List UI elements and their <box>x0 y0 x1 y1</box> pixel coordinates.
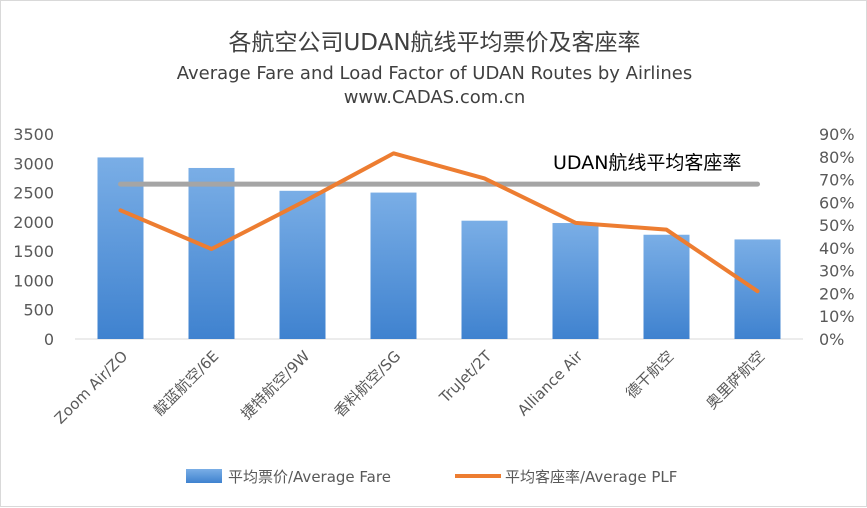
y-right-tick-label: 80% <box>819 148 855 167</box>
bar-average-fare <box>643 234 690 339</box>
bar-average-fare <box>188 167 235 339</box>
y-left-tick-label: 0 <box>44 330 54 349</box>
x-category-label: Alliance Air <box>514 347 587 420</box>
bar-average-fare <box>97 157 144 339</box>
y-right-tick-label: 60% <box>819 193 855 212</box>
chart-source-url: www.CADAS.com.cn <box>343 87 526 108</box>
x-category-label: 靛蓝航空/6E <box>150 347 222 419</box>
bar-average-fare <box>461 220 508 339</box>
y-right-tick-label: 50% <box>819 216 855 235</box>
y-left-tick-label: 3000 <box>13 154 54 173</box>
y-left-tick-label: 2000 <box>13 213 54 232</box>
bar-average-fare <box>552 223 599 339</box>
y-right-tick-label: 0% <box>819 330 844 349</box>
y-left-tick-label: 2500 <box>13 184 54 203</box>
y-left-tick-label: 500 <box>23 301 54 320</box>
y-left-tick-label: 1500 <box>13 242 54 261</box>
y-right-tick-label: 10% <box>819 307 855 326</box>
legend: 平均票价/Average Fare 平均客座率/Average PLF <box>186 464 677 488</box>
x-category-label: 香料航空/SG <box>331 347 405 421</box>
chart-title-zh: 各航空公司UDAN航线平均票价及客座率 <box>228 30 641 56</box>
y-right-tick-label: 70% <box>819 171 855 190</box>
y-right-tick-label: 30% <box>819 262 855 281</box>
x-category-label: 奥里萨航空 <box>703 347 769 413</box>
line-average-plf <box>118 151 760 294</box>
y-right-tick-label: 40% <box>819 239 855 258</box>
legend-label-plf: 平均客座率/Average PLF <box>504 467 678 486</box>
y-right-tick-label: 90% <box>819 125 855 144</box>
legend-swatch-plf <box>454 474 501 478</box>
bar-average-fare <box>279 190 326 339</box>
udan-average-plf-label: UDAN航线平均客座率 <box>553 152 741 174</box>
y-left-tick-label: 1000 <box>13 271 54 290</box>
x-category-label: Zoom Air/ZO <box>51 347 131 427</box>
bar-average-fare <box>370 192 417 339</box>
x-category-label: TruJet/2T <box>435 347 496 408</box>
x-category-label: 德干航空 <box>622 347 677 402</box>
x-category-label: 捷特航空/9W <box>237 347 313 423</box>
y-right-tick-label: 20% <box>819 284 855 303</box>
legend-label-fare: 平均票价/Average Fare <box>228 467 391 486</box>
legend-swatch-fare <box>186 469 222 483</box>
chart-title-en: Average Fare and Load Factor of UDAN Rou… <box>176 63 693 84</box>
y-left-tick-label: 3500 <box>13 125 54 144</box>
